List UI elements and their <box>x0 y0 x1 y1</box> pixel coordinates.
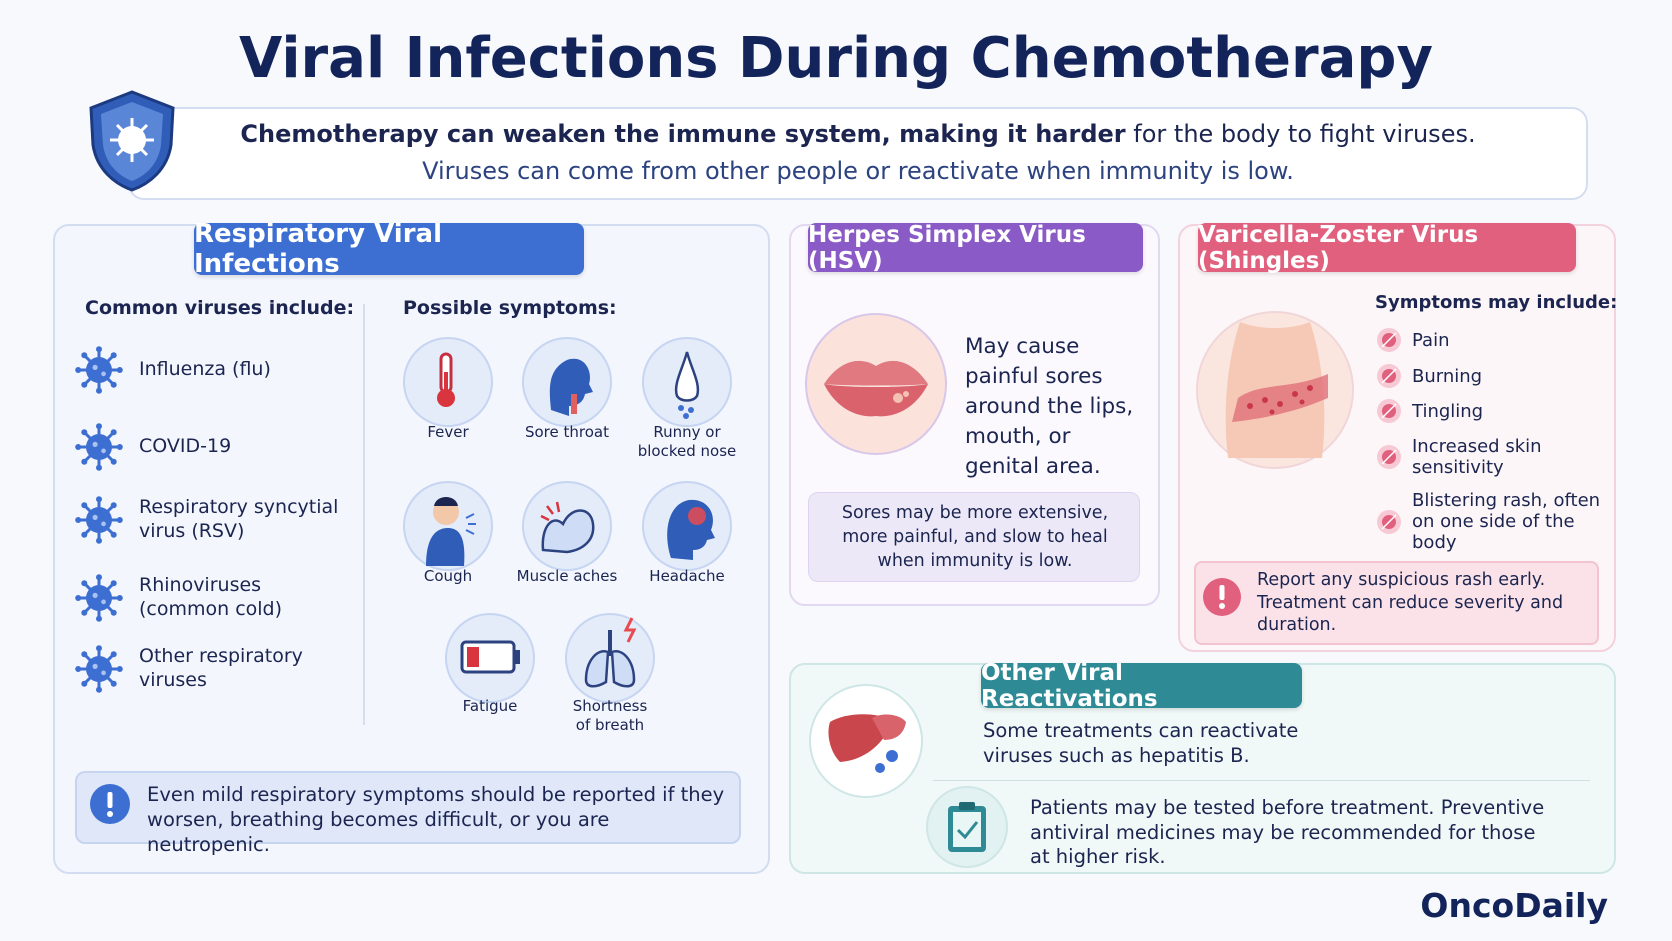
symptom-icon <box>1377 364 1401 388</box>
hsv-note: Sores may be more extensive, more painfu… <box>841 503 1109 571</box>
intro-rest: for the body to fight viruses. <box>1133 120 1476 148</box>
divider <box>363 304 365 725</box>
symptom-icon <box>674 351 700 419</box>
virus-icon <box>75 346 123 394</box>
symptom-icon <box>1377 445 1401 469</box>
symptom-icon <box>437 352 455 407</box>
vzv-symptom: Pain <box>1412 330 1450 351</box>
hsv-title: Herpes Simplex Virus (HSV) <box>808 222 1143 274</box>
virus-icon <box>75 645 123 693</box>
symptom-icon <box>584 617 637 688</box>
vzv-alert: Report any suspicious rash early. Treatm… <box>1257 570 1564 635</box>
symptom-label: Fatigue <box>462 697 518 715</box>
vzv-symptoms-heading: Symptoms may include: <box>1375 292 1618 313</box>
virus-icon <box>75 496 123 544</box>
liver-icon <box>828 714 906 773</box>
intro-line-2: Viruses can come from other people or re… <box>422 157 1294 185</box>
symptom-label: Sore throat <box>524 423 609 441</box>
symptom-icon <box>426 497 476 566</box>
symptom-label: Headache <box>649 567 725 585</box>
shield-icon <box>89 90 175 192</box>
intro-line-1: Chemotherapy can weaken the immune syste… <box>128 120 1588 148</box>
virus-name: Influenza (flu) <box>139 358 271 380</box>
vzv-symptom: Increased skin sensitivity <box>1412 436 1542 478</box>
other-text-1: Some treatments can reactivate viruses s… <box>983 719 1299 767</box>
respiratory-note: Even mild respiratory symptoms should be… <box>147 783 725 856</box>
symptom-label: Runny or blocked nose <box>637 423 737 460</box>
vzv-title: Varicella-Zoster Virus (Shingles) <box>1198 222 1576 274</box>
brand: OncoDaily <box>1420 886 1608 925</box>
symptom-label: Fever <box>427 423 469 441</box>
virus-name: COVID-19 <box>139 435 232 457</box>
virus-icon <box>75 574 123 622</box>
symptom-icon <box>1377 399 1401 423</box>
virus-name: Other respiratory viruses <box>139 645 303 691</box>
other-divider <box>933 780 1590 781</box>
virus-icon <box>75 423 123 471</box>
vzv-symptom: Burning <box>1412 366 1483 387</box>
hsv-note-box <box>808 492 1140 582</box>
other-title: Other Viral Reactivations <box>981 660 1302 712</box>
intro-bold: Chemotherapy can weaken the immune syste… <box>240 120 1126 148</box>
respiratory-note-box <box>75 771 741 844</box>
symptom-icon <box>1377 328 1401 352</box>
symptoms-heading: Possible symptoms: <box>403 297 617 319</box>
symptom-label: Muscle aches <box>516 567 618 585</box>
info-icon <box>90 784 130 824</box>
viruses-heading: Common viruses include: <box>85 297 355 319</box>
title: Viral Infections During Chemotherapy <box>238 26 1434 91</box>
symptom-icon <box>460 640 520 674</box>
other-text-2: Patients may be tested before treatment.… <box>1030 796 1545 868</box>
alert-icon <box>1203 578 1241 616</box>
symptom-icon <box>1377 510 1401 534</box>
virus-name: Rhinoviruses (common cold) <box>139 574 283 620</box>
hsv-description: May cause painful sores around the lips,… <box>965 334 1134 479</box>
symptom-icon <box>549 358 593 416</box>
clipboard-icon <box>948 802 986 852</box>
vzv-symptom: Tingling <box>1412 401 1484 422</box>
intro-box <box>128 107 1588 200</box>
vzv-alert-box <box>1194 561 1599 645</box>
symptom-label: Cough <box>423 567 473 585</box>
symptom-icon <box>540 501 595 554</box>
lips-icon <box>824 360 928 417</box>
vzv-symptom: Blistering rash, often on one side of th… <box>1412 490 1601 553</box>
symptom-circle <box>565 613 655 703</box>
respiratory-title: Respiratory Viral Infections <box>194 219 584 279</box>
symptom-label: Shortness of breath <box>572 697 648 734</box>
symptom-icon <box>667 499 715 560</box>
torso-icon <box>1225 322 1328 458</box>
virus-name: Respiratory syncytial virus (RSV) <box>139 496 339 542</box>
